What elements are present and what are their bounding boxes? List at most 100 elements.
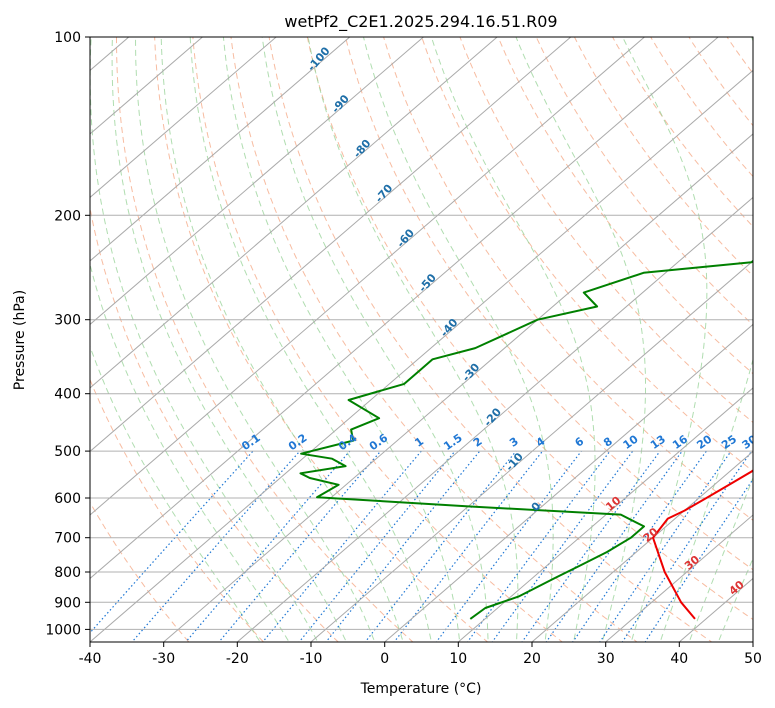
mixing-ratio-line (364, 450, 517, 642)
mixing-ratio-line (644, 478, 753, 642)
x-tick-label: 30 (597, 651, 615, 667)
isotherms (90, 37, 753, 642)
y-tick-label: 400 (54, 387, 81, 403)
mixing-ratio-line (621, 450, 753, 642)
dry-adiabat (688, 37, 753, 127)
temperature-line (652, 468, 753, 620)
dry-adiabats (90, 27, 775, 649)
isotherm (90, 37, 277, 199)
moist-adiabat (90, 37, 319, 642)
dry-adiabat (268, 37, 713, 642)
y-tick-label: 1000 (45, 622, 81, 638)
moist-adiabat (688, 476, 753, 642)
x-tick-label: 0 (380, 651, 389, 667)
dry-adiabat (612, 37, 753, 228)
plot-area: 0.1 0.2 0.4 0.6 1 1.5 2 3 4 6 8 10 13 16 20 25 30 36-100-… (90, 27, 775, 649)
dry-adiabat (90, 378, 265, 642)
dry-adiabat (116, 37, 414, 642)
dry-adiabat (758, 27, 775, 649)
mixing-ratio-line (521, 450, 661, 642)
mixing-ratio-line (298, 450, 456, 642)
isotherm-label: -100 (305, 44, 333, 74)
isotherm-label: -20 (481, 405, 504, 429)
moist-adiabat (135, 37, 376, 642)
moist-adiabat (160, 37, 404, 642)
y-axis-title: Pressure (hPa) (12, 290, 28, 390)
isotherm (90, 37, 351, 262)
moist-adiabat (717, 557, 753, 642)
isotherm (310, 260, 753, 642)
reference-line-labels: 0.1 0.2 0.4 0.6 1 1.5 2 3 4 6 8 10 13 16 20 25 30 36-100-… (239, 44, 775, 598)
dry-adiabat (192, 37, 564, 642)
isotherm (752, 641, 753, 642)
mixing-ratio-lines (90, 450, 753, 642)
mixing-ratio-label: 1.5 (441, 431, 464, 453)
dry-adiabat (497, 37, 753, 375)
y-tick-label: 100 (54, 30, 81, 46)
dry-adiabat (230, 37, 638, 642)
moist-adiabat (222, 37, 461, 642)
dry-adiabat (421, 37, 753, 472)
mixing-ratio-line (435, 450, 582, 642)
mixing-ratio-line (131, 450, 301, 642)
mixing-ratio-label: 13 (648, 433, 668, 452)
x-tick-label: 10 (449, 651, 467, 667)
isotherm (90, 37, 572, 453)
dewpoint-line (299, 259, 753, 620)
x-tick-label: -10 (300, 651, 323, 667)
isotherm (383, 323, 753, 642)
isotherm (90, 37, 719, 580)
moist-adiabat (90, 262, 290, 642)
y-tick-label: 900 (54, 595, 81, 611)
isotherm (90, 69, 753, 642)
mixing-ratio-label: 0.4 (336, 431, 360, 453)
moist-adiabat (189, 37, 432, 642)
dry-adiabat (306, 37, 753, 621)
isotherm-label: -80 (351, 137, 374, 161)
y-tick-label: 700 (54, 531, 81, 547)
dry-adiabat (535, 37, 753, 326)
dry-adiabat (90, 501, 190, 642)
moist-adiabat (515, 37, 646, 642)
mixing-ratio-label: 36 (760, 432, 775, 452)
moist-adiabat (90, 345, 261, 642)
dry-adiabat (154, 37, 489, 642)
mixing-ratio-label: 16 (670, 432, 690, 452)
profiles (299, 259, 753, 620)
mixing-ratio-line (393, 450, 544, 642)
mixing-ratio-label: 3 (507, 435, 521, 450)
isotherm-label: -50 (416, 271, 439, 295)
isotherm-label: -70 (373, 181, 396, 205)
mixing-ratio-line (599, 450, 732, 642)
isotherm (162, 133, 753, 642)
moist-adiabat (430, 37, 596, 642)
y-tick-label: 500 (54, 444, 81, 460)
mixing-ratio-label: 25 (719, 433, 739, 452)
moist-adiabat (111, 37, 347, 642)
isotherm (90, 37, 498, 389)
isotherm (457, 387, 753, 642)
mixing-ratio-label: 4 (534, 435, 548, 450)
x-tick-label: 20 (523, 651, 541, 667)
x-tick-label: 50 (744, 651, 762, 667)
mixing-ratio-label: 30 (740, 432, 760, 452)
dry-adiabat (90, 205, 339, 642)
mixing-ratio-line (185, 450, 351, 642)
moist-adiabat-label: 10 (603, 494, 623, 514)
dry-adiabat (726, 37, 753, 75)
isotherm (236, 196, 753, 642)
isotherm (90, 37, 646, 516)
mixing-ratio-line (545, 450, 683, 642)
isotherm-label: 0 (529, 499, 544, 514)
isotherm (90, 37, 425, 326)
isotherm (531, 450, 753, 642)
moist-adiabat (659, 37, 753, 642)
x-tick-label: -40 (79, 651, 102, 667)
y-tick-label: 800 (54, 565, 81, 581)
mixing-ratio-line (90, 450, 254, 634)
mixing-ratio-line (491, 450, 634, 642)
moist-adiabat (363, 37, 554, 642)
dry-adiabat (344, 37, 753, 571)
y-tick-label: 600 (54, 491, 81, 507)
